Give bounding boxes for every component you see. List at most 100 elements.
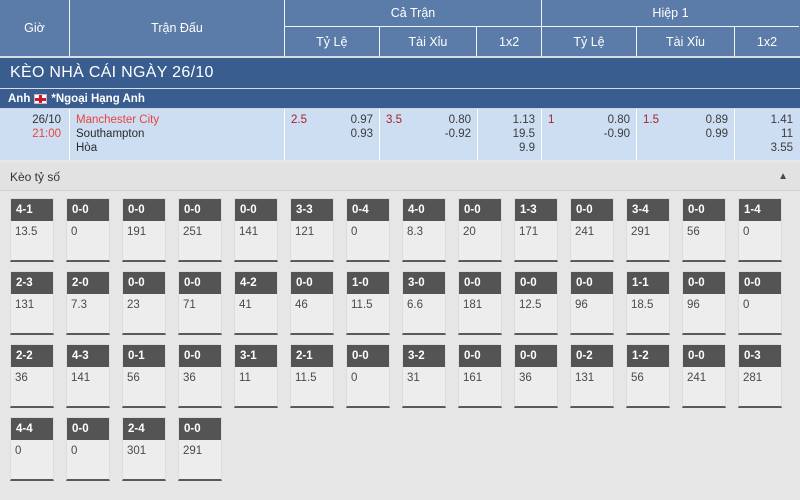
ft-1x2-cell[interactable]: 1.13 19.5 9.9 (478, 109, 542, 160)
correct-score-cell[interactable]: 0-0 46 (290, 271, 334, 335)
correct-score-cell[interactable]: 0-0 251 (178, 198, 222, 262)
correct-score-cell[interactable]: 2-1 11.5 (290, 344, 334, 408)
correct-score-odd[interactable]: 56 (631, 372, 644, 384)
correct-score-cell[interactable]: 2-3 131 (10, 271, 54, 335)
correct-score-odd[interactable]: 0 (351, 372, 358, 384)
correct-score-odd[interactable]: 23 (127, 299, 140, 311)
correct-score-cell[interactable]: 0-4 0 (346, 198, 390, 262)
correct-score-cell[interactable]: 0-0 96 (570, 271, 614, 335)
correct-score-odd[interactable]: 36 (519, 372, 532, 384)
correct-score-cell[interactable]: 0-0 0 (66, 417, 110, 481)
correct-score-odd[interactable]: 13.5 (15, 226, 38, 238)
correct-score-odd[interactable]: 20 (463, 226, 476, 238)
correct-score-cell[interactable]: 0-0 0 (66, 198, 110, 262)
correct-score-odd[interactable]: 18.5 (631, 299, 654, 311)
ft-overunder-odd-over[interactable]: 0.80 (448, 114, 471, 126)
correct-score-odd[interactable]: 191 (127, 226, 147, 238)
correct-score-odd[interactable]: 281 (743, 372, 763, 384)
correct-score-odd[interactable]: 0 (15, 445, 22, 457)
correct-score-cell[interactable]: 0-0 36 (514, 344, 558, 408)
correct-score-odd[interactable]: 71 (183, 299, 196, 311)
correct-score-cell[interactable]: 0-0 241 (682, 344, 726, 408)
correct-score-odd[interactable]: 141 (71, 372, 91, 384)
correct-score-cell[interactable]: 0-0 56 (682, 198, 726, 262)
correct-score-cell[interactable]: 3-1 11 (234, 344, 278, 408)
ft-overunder-odd-under[interactable]: -0.92 (444, 128, 471, 140)
correct-score-odd[interactable]: 241 (687, 372, 707, 384)
correct-score-cell[interactable]: 4-2 41 (234, 271, 278, 335)
ft-1x2-odd-draw[interactable]: 19.5 (512, 128, 535, 140)
ft-handicap-cell[interactable]: 2.5 0.97 0.93 (285, 109, 380, 160)
correct-score-odd[interactable]: 7.3 (71, 299, 87, 311)
correct-score-odd[interactable]: 96 (575, 299, 588, 311)
correct-score-cell[interactable]: 3-4 291 (626, 198, 670, 262)
correct-score-odd[interactable]: 46 (295, 299, 308, 311)
correct-score-cell[interactable]: 0-0 161 (458, 344, 502, 408)
h1-overunder-odd-under[interactable]: 0.99 (705, 128, 728, 140)
correct-score-cell[interactable]: 0-0 12.5 (514, 271, 558, 335)
correct-score-cell[interactable]: 1-2 56 (626, 344, 670, 408)
correct-score-cell[interactable]: 1-0 11.5 (346, 271, 390, 335)
correct-score-odd[interactable]: 241 (575, 226, 595, 238)
correct-score-cell[interactable]: 0-0 181 (458, 271, 502, 335)
correct-score-cell[interactable]: 0-0 141 (234, 198, 278, 262)
correct-score-odd[interactable]: 96 (687, 299, 700, 311)
correct-score-cell[interactable]: 1-1 18.5 (626, 271, 670, 335)
match-row[interactable]: 26/10 21:00 Manchester City Southampton … (0, 109, 800, 163)
correct-score-cell[interactable]: 0-0 96 (682, 271, 726, 335)
correct-score-odd[interactable]: 131 (15, 299, 35, 311)
ft-1x2-odd-away[interactable]: 9.9 (519, 142, 535, 154)
correct-score-odd[interactable]: 0 (71, 445, 78, 457)
correct-score-cell[interactable]: 4-4 0 (10, 417, 54, 481)
correct-score-cell[interactable]: 0-0 20 (458, 198, 502, 262)
correct-score-odd[interactable]: 56 (127, 372, 140, 384)
correct-score-odd[interactable]: 251 (183, 226, 203, 238)
correct-score-cell[interactable]: 0-1 56 (122, 344, 166, 408)
ft-handicap-odd-away[interactable]: 0.93 (350, 128, 373, 140)
league-row[interactable]: Anh *Ngoại Hạng Anh (0, 89, 800, 109)
correct-score-cell[interactable]: 0-0 23 (122, 271, 166, 335)
h1-handicap-odd-home[interactable]: 0.80 (607, 114, 630, 126)
correct-score-cell[interactable]: 3-3 121 (290, 198, 334, 262)
correct-score-cell[interactable]: 4-3 141 (66, 344, 110, 408)
correct-score-odd[interactable]: 161 (463, 372, 483, 384)
correct-score-cell[interactable]: 0-0 36 (178, 344, 222, 408)
correct-score-odd[interactable]: 56 (687, 226, 700, 238)
correct-score-cell[interactable]: 1-4 0 (738, 198, 782, 262)
ft-1x2-odd-home[interactable]: 1.13 (512, 114, 535, 126)
correct-score-cell[interactable]: 4-1 13.5 (10, 198, 54, 262)
h1-1x2-cell[interactable]: 1.41 11 3.55 (735, 109, 799, 160)
ft-overunder-cell[interactable]: 3.5 0.80 -0.92 (380, 109, 478, 160)
chevron-up-icon[interactable]: ▲ (778, 171, 788, 182)
correct-score-cell[interactable]: 4-0 8.3 (402, 198, 446, 262)
correct-score-odd[interactable]: 0 (351, 226, 358, 238)
h1-1x2-odd-away[interactable]: 3.55 (770, 142, 793, 154)
correct-score-odd[interactable]: 291 (183, 445, 203, 457)
correct-score-odd[interactable]: 8.3 (407, 226, 423, 238)
h1-1x2-odd-home[interactable]: 1.41 (770, 114, 793, 126)
correct-score-odd[interactable]: 36 (183, 372, 196, 384)
correct-score-cell[interactable]: 0-0 241 (570, 198, 614, 262)
correct-score-section-header[interactable]: Kèo tỷ số ▲ (0, 163, 800, 191)
correct-score-odd[interactable]: 0 (743, 299, 750, 311)
correct-score-odd[interactable]: 291 (631, 226, 651, 238)
correct-score-odd[interactable]: 141 (239, 226, 259, 238)
correct-score-cell[interactable]: 0-0 191 (122, 198, 166, 262)
h1-overunder-cell[interactable]: 1.5 0.89 0.99 (637, 109, 735, 160)
correct-score-odd[interactable]: 0 (71, 226, 78, 238)
correct-score-cell[interactable]: 2-4 301 (122, 417, 166, 481)
h1-handicap-odd-away[interactable]: -0.90 (603, 128, 630, 140)
correct-score-cell[interactable]: 1-3 171 (514, 198, 558, 262)
correct-score-cell[interactable]: 0-0 0 (738, 271, 782, 335)
correct-score-cell[interactable]: 0-2 131 (570, 344, 614, 408)
correct-score-odd[interactable]: 41 (239, 299, 252, 311)
correct-score-cell[interactable]: 2-0 7.3 (66, 271, 110, 335)
correct-score-odd[interactable]: 11 (239, 372, 251, 384)
correct-score-cell[interactable]: 0-0 291 (178, 417, 222, 481)
correct-score-odd[interactable]: 0 (743, 226, 750, 238)
correct-score-cell[interactable]: 3-0 6.6 (402, 271, 446, 335)
correct-score-odd[interactable]: 301 (127, 445, 147, 457)
h1-1x2-odd-draw[interactable]: 11 (781, 128, 793, 140)
correct-score-odd[interactable]: 11.5 (351, 299, 373, 311)
ft-handicap-odd-home[interactable]: 0.97 (350, 114, 373, 126)
